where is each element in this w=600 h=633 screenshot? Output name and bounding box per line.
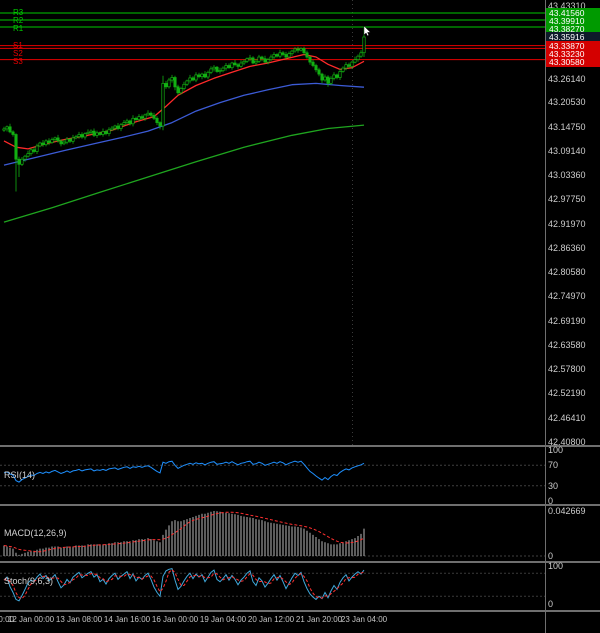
panel-separator[interactable] bbox=[0, 504, 600, 506]
pivot-label-s2: S2 bbox=[13, 48, 23, 58]
stoch-axis-tick: 0 bbox=[548, 599, 554, 609]
rsi-indicator-label: RSI(14) bbox=[4, 470, 36, 480]
price-axis-tick: 43.20530 bbox=[548, 97, 586, 108]
rsi-axis-tick: 30 bbox=[548, 480, 559, 491]
price-axis-tick: 43.43310 bbox=[548, 0, 586, 11]
time-axis-label: 19 Jan 04:00 bbox=[199, 615, 247, 624]
pivot-label-r1: R1 bbox=[13, 23, 24, 33]
price-axis-tick: 43.14750 bbox=[548, 122, 586, 133]
rsi-line bbox=[3, 460, 365, 483]
pivot-label-s1: S1 bbox=[13, 40, 23, 50]
time-axis-label: 14 Jan 16:00 bbox=[103, 615, 151, 624]
panel-separator[interactable] bbox=[0, 445, 600, 447]
price-axis-tick: 42.40800 bbox=[548, 436, 586, 447]
price-axis-tick: 42.46410 bbox=[548, 412, 586, 423]
macd-indicator-label: MACD(12,26,9) bbox=[4, 528, 67, 538]
stoch-panel-canvas[interactable] bbox=[0, 563, 545, 610]
time-axis-label: 16 Jan 00:00 bbox=[151, 615, 199, 624]
pivot-badge-s1: 43.33870 bbox=[546, 40, 600, 51]
rsi-axis-tick: 100 bbox=[548, 445, 564, 455]
macd-panel-canvas[interactable] bbox=[0, 506, 545, 561]
pivot-badge-r1: 43.38270 bbox=[546, 23, 600, 34]
rsi-axis-tick: 0 bbox=[548, 496, 554, 506]
price-axis-tick: 42.86360 bbox=[548, 242, 586, 253]
stoch-d-line bbox=[3, 568, 365, 600]
pivot-badge-r2: 43.39910 bbox=[546, 15, 600, 26]
price-axis-tick: 43.03360 bbox=[548, 170, 586, 181]
candles-series bbox=[2, 26, 366, 192]
macd-histogram bbox=[3, 511, 365, 556]
price-chart-canvas[interactable] bbox=[0, 0, 545, 445]
price-axis-tick: 42.91970 bbox=[548, 218, 586, 229]
stoch-axis-tick: 100 bbox=[548, 560, 564, 571]
price-axis-tick: 43.09140 bbox=[548, 145, 586, 156]
price-axis-tick: 42.52190 bbox=[548, 388, 586, 399]
price-axis-tick: 42.80580 bbox=[548, 267, 586, 278]
panel-separator[interactable] bbox=[0, 610, 600, 612]
current-price-badge: 43.35916 bbox=[546, 31, 600, 42]
ma-slow-line bbox=[3, 124, 365, 223]
pivot-label-s3: S3 bbox=[13, 56, 23, 66]
panel-separator[interactable] bbox=[0, 561, 600, 563]
time-axis-label: 00:00 bbox=[0, 615, 15, 624]
price-axis-tick: 42.97750 bbox=[548, 194, 586, 205]
price-axis-tick: 42.74970 bbox=[548, 291, 586, 302]
price-axis-tick: 42.63580 bbox=[548, 339, 586, 350]
ma-mid-line bbox=[3, 82, 365, 166]
macd-axis-tick: 0 bbox=[548, 551, 554, 561]
macd-signal-line bbox=[3, 511, 365, 553]
price-axis-tick: 42.69190 bbox=[548, 315, 586, 326]
pivot-label-r2: R2 bbox=[13, 15, 24, 25]
pivot-badge-s2: 43.33230 bbox=[546, 48, 600, 59]
price-axis-separator bbox=[545, 0, 546, 633]
price-axis-tick: 43.26140 bbox=[548, 73, 586, 84]
time-axis-label: 13 Jan 08:00 bbox=[55, 615, 103, 624]
stoch-indicator-label: Stoch(9,6,3) bbox=[4, 576, 54, 586]
time-axis-label: 23 Jan 04:00 bbox=[340, 615, 388, 624]
rsi-panel-canvas[interactable] bbox=[0, 447, 545, 504]
pivot-label-r3: R3 bbox=[13, 7, 24, 17]
price-axis-tick: 42.57800 bbox=[548, 364, 586, 375]
rsi-axis-tick: 70 bbox=[548, 460, 559, 471]
pivot-badge-r3: 43.41560 bbox=[546, 7, 600, 18]
macd-axis-tick: 0.042669 bbox=[548, 506, 586, 516]
time-axis-label: 12 Jan 00:00 bbox=[7, 615, 55, 624]
mouse-cursor-icon bbox=[363, 25, 371, 37]
time-axis-label: 20 Jan 12:00 bbox=[247, 615, 295, 624]
pivot-badge-s3: 43.30580 bbox=[546, 56, 600, 67]
time-axis-label: 21 Jan 20:00 bbox=[295, 615, 343, 624]
